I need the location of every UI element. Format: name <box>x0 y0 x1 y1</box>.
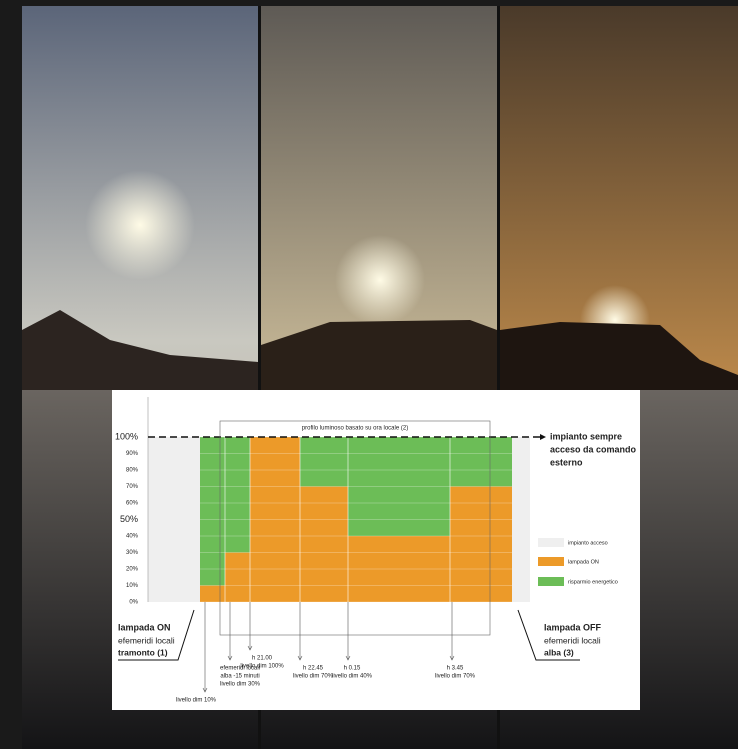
y-tick-label: 30% <box>126 550 139 556</box>
arrow-head <box>202 687 208 693</box>
segment <box>225 552 250 602</box>
legend-swatch <box>538 538 564 547</box>
arrow-head <box>345 655 351 661</box>
chart: 0% 10% 20% 30% 40% 50% 60% 70% 80% 90% 100% impiant… <box>115 397 637 704</box>
note: impianto sempre <box>550 431 622 441</box>
y-tick-label: 10% <box>126 583 139 589</box>
y-tick-label: 90% <box>126 451 139 457</box>
legend-label: risparmio energetico <box>568 579 618 585</box>
annotation: livello dim 40% <box>332 674 373 680</box>
y-tick-label: 60% <box>126 501 139 507</box>
y-tick-label: 100% <box>115 431 138 441</box>
y-tick-label: 40% <box>126 534 139 540</box>
annotation: livello dim 10% <box>176 698 217 704</box>
legend-swatch <box>538 577 564 586</box>
start-pointer <box>118 609 195 661</box>
end-line: alba (3) <box>544 647 574 657</box>
segment <box>300 486 348 602</box>
segment <box>200 585 225 602</box>
legend-label: lampada ON <box>568 559 599 565</box>
start-title: lampada ON <box>118 622 171 632</box>
y-tick-label: 80% <box>126 468 139 474</box>
end-pointer <box>517 609 580 661</box>
chart-title: profilo luminoso basato su ora locale (2… <box>302 426 408 432</box>
annotation: h 22.45 <box>303 666 324 672</box>
legend-swatch <box>538 557 564 566</box>
profile-bracket <box>219 420 491 636</box>
annotation: livello dim 100% <box>240 664 284 670</box>
end-title: lampada OFF <box>544 622 602 632</box>
segment <box>450 486 512 602</box>
annotation: h 3.45 <box>447 666 464 672</box>
segment <box>300 437 348 487</box>
annotation: h 0.15 <box>344 666 361 672</box>
start-line: tramonto (1) <box>118 647 168 657</box>
note: esterno <box>550 457 583 467</box>
y-tick-label: 20% <box>126 567 139 573</box>
arrow-head <box>247 645 253 651</box>
segment <box>200 437 225 586</box>
annotation: livello dim 70% <box>293 674 334 680</box>
annotation: h 21.00 <box>252 656 273 662</box>
arrow-head <box>297 655 303 661</box>
y-tick-label: 0% <box>129 600 138 606</box>
annotation: livello dim 70% <box>435 674 476 680</box>
legend-label: impianto acceso <box>568 540 608 546</box>
y-tick-label: 50% <box>120 514 138 524</box>
segment <box>450 437 512 487</box>
arrow-head <box>449 655 455 661</box>
annotation: efemeridi locali <box>220 666 260 672</box>
annotation: livello dim 30% <box>220 682 261 688</box>
y-tick-label: 70% <box>126 484 139 490</box>
annotation: alba -15 minuti <box>220 674 259 680</box>
end-line: efemeridi locali <box>544 635 601 645</box>
arrow <box>540 434 546 440</box>
segment <box>225 437 250 553</box>
arrow-head <box>227 655 233 661</box>
note: acceso da comando <box>550 444 637 454</box>
start-line: efemeridi locali <box>118 635 175 645</box>
